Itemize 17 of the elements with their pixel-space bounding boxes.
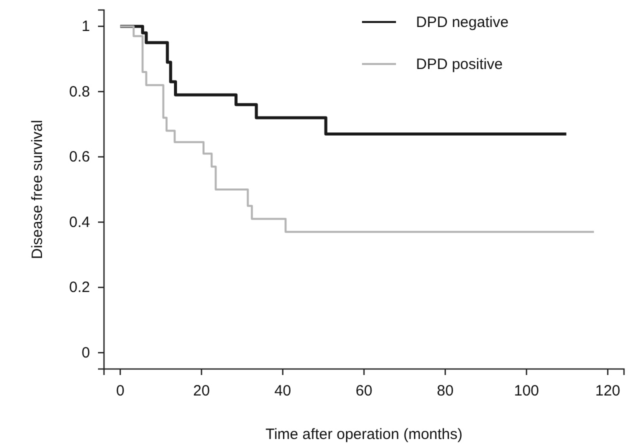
x-tick-label: 120	[595, 382, 620, 400]
legend-label: DPD positive	[416, 56, 503, 73]
x-tick-label: 100	[514, 382, 540, 400]
x-tick-label: 80	[436, 382, 454, 400]
x-tick-label: 20	[193, 382, 210, 400]
x-tick-label: 40	[274, 382, 292, 400]
y-tick-label: 0.2	[69, 279, 90, 296]
y-tick-label: 0.4	[69, 214, 90, 231]
y-tick-label: 0.6	[69, 148, 90, 166]
y-tick-label: 1	[82, 18, 90, 36]
y-tick-label: 0	[82, 344, 90, 362]
y-axis-title: Disease free survival	[29, 120, 46, 260]
legend-label: DPD negative	[416, 14, 509, 31]
x-tick-label: 0	[116, 382, 124, 400]
x-axis-title: Time after operation (months)	[265, 426, 463, 443]
x-tick-label: 60	[356, 382, 372, 400]
y-tick-label: 0.8	[69, 83, 90, 100]
